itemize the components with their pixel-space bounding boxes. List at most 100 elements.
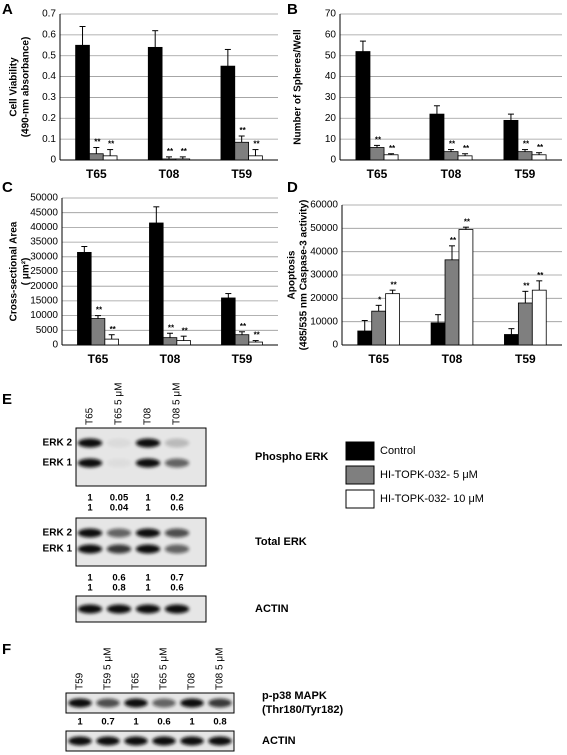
significance-label: ** (464, 217, 471, 226)
section-label: ACTIN (262, 735, 296, 747)
significance-label: * (378, 295, 382, 304)
y-tick-label: 25000 (30, 266, 58, 277)
panel-letter: A (2, 1, 13, 18)
lane-label: T08 (143, 407, 154, 425)
blot-band (124, 736, 148, 746)
quant-value: 0.7 (170, 573, 183, 584)
section-label: (Thr180/Tyr182) (262, 704, 343, 716)
significance-label: ** (450, 236, 457, 245)
error-bar (224, 48, 231, 67)
significance-label: ** (167, 147, 174, 156)
band-label: ERK 1 (43, 544, 73, 555)
quant-value: 1 (87, 503, 93, 514)
y-tick-label: 70 (325, 9, 337, 20)
bar (89, 153, 104, 161)
error-bar (81, 246, 88, 253)
bar (443, 151, 459, 161)
section-label: ACTIN (255, 603, 289, 615)
significance-label: ** (537, 271, 544, 280)
error-bar (166, 156, 172, 159)
blot-band (135, 604, 161, 614)
blot-band (77, 604, 103, 614)
blot-band (152, 736, 176, 746)
bar (220, 65, 236, 161)
significance-label: ** (168, 323, 175, 332)
lane-label: T65 (85, 407, 96, 425)
quant-value: 0.05 (110, 493, 129, 504)
significance-label: ** (390, 280, 397, 289)
error-bar (507, 113, 514, 121)
error-bar (225, 293, 232, 298)
blot-band (164, 528, 190, 538)
bar (371, 310, 387, 346)
significance-label: ** (463, 144, 470, 153)
y-tick-label: 0.3 (42, 92, 56, 103)
y-tick-label: 50000 (310, 223, 338, 234)
bar (248, 341, 263, 346)
bar (531, 154, 547, 161)
y-tick-label: 10000 (30, 310, 58, 321)
bar (531, 289, 547, 346)
bar (383, 154, 399, 161)
bar (385, 293, 400, 346)
lane-label: T08 5 μM (215, 648, 226, 690)
y-tick-label: 0 (50, 155, 56, 166)
error-bar (238, 135, 245, 143)
blot-frame (65, 730, 235, 752)
quant-value: 1 (145, 583, 151, 594)
legend-swatch (345, 489, 375, 509)
legend-label: HI-TOPK-032- 10 μM (380, 493, 484, 505)
blot-band (77, 458, 103, 468)
y-axis-label: Cross-sectional Area (9, 221, 20, 321)
quant-value: 1 (133, 717, 139, 728)
error-bar (108, 334, 115, 340)
quant-value: 1 (77, 717, 83, 728)
significance-label: ** (110, 325, 117, 334)
x-tick-label: T65 (88, 352, 109, 366)
y-tick-label: 0.1 (42, 134, 56, 145)
x-tick-label: T59 (232, 352, 253, 366)
error-bar (389, 289, 396, 294)
quant-value: 1 (145, 573, 151, 584)
error-bar (508, 328, 515, 335)
y-axis-label: (490-nm absorbance) (21, 37, 32, 138)
bar (175, 158, 191, 161)
panel-letter: E (2, 391, 12, 408)
quant-value: 0.2 (170, 493, 183, 504)
bar (357, 330, 373, 346)
x-tick-label: T65 (86, 167, 107, 181)
blot-band (180, 698, 204, 708)
blot-band (208, 698, 232, 708)
error-bar (448, 149, 454, 152)
blot-band (164, 458, 190, 468)
x-tick-label: T08 (442, 352, 463, 366)
blot-band (68, 736, 92, 746)
quant-value: 1 (145, 493, 151, 504)
bar (234, 141, 249, 161)
bar (355, 51, 371, 161)
significance-label: ** (240, 126, 247, 135)
quant-value: 1 (189, 717, 195, 728)
error-bar (93, 146, 100, 154)
y-tick-label: 35000 (30, 237, 58, 248)
y-axis-label: ( μm²) (21, 258, 32, 286)
lane-label: T08 (187, 672, 198, 690)
y-tick-label: 0.6 (42, 29, 56, 40)
lane-label: T59 5 μM (103, 648, 114, 690)
y-tick-label: 0.4 (42, 71, 56, 82)
lane-label: T65 5 μM (114, 383, 125, 425)
y-tick-label: 0.7 (42, 9, 56, 20)
error-bar (359, 40, 366, 52)
y-tick-label: 20000 (310, 293, 338, 304)
lane-label: T65 5 μM (159, 648, 170, 690)
blot-band (135, 544, 161, 554)
bar (147, 46, 163, 161)
blot-band (152, 698, 176, 708)
y-tick-label: 10 (325, 134, 337, 145)
y-axis-label: Apoptosis (287, 250, 298, 299)
error-bar (522, 290, 529, 303)
blot-band (180, 736, 204, 746)
significance-label: ** (449, 140, 456, 149)
blot-band (208, 736, 232, 746)
error-bar (375, 304, 382, 312)
